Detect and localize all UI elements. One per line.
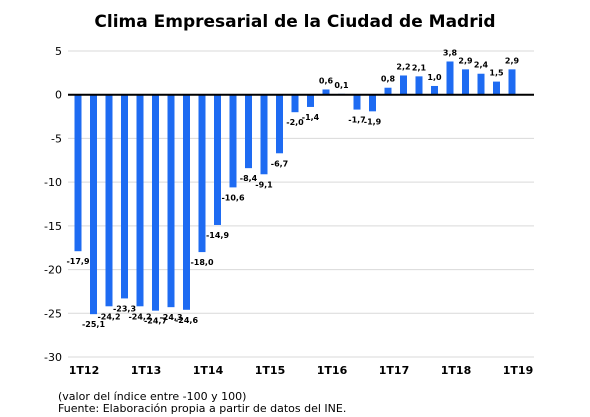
- bar: [353, 94, 361, 110]
- data-label: -14,9: [206, 231, 229, 240]
- data-label: -10,6: [221, 193, 244, 202]
- y-tick-label: 0: [55, 89, 62, 102]
- data-label: -24,3: [159, 313, 182, 322]
- bar: [508, 69, 516, 95]
- bar: [307, 94, 314, 107]
- data-label: 0,1: [334, 81, 349, 90]
- data-label: 2,2: [396, 62, 410, 71]
- bar: [121, 94, 128, 299]
- data-label: -17,9: [66, 257, 89, 266]
- bar: [229, 94, 237, 188]
- bar: [493, 81, 500, 95]
- x-tick-label: 1T17: [379, 364, 409, 377]
- data-label: -24,6: [175, 316, 198, 325]
- data-label: -23,3: [113, 304, 136, 313]
- data-label: -8,4: [240, 174, 258, 183]
- data-label: 3,8: [443, 48, 458, 57]
- bar: [415, 76, 423, 95]
- data-label: -6,7: [271, 159, 289, 168]
- x-tick-label: 1T14: [193, 364, 224, 377]
- bar: [214, 94, 221, 225]
- x-tick-label: 1T16: [317, 364, 348, 377]
- bar: [291, 94, 299, 113]
- data-label: -24,2: [97, 312, 120, 321]
- bar: [152, 94, 159, 311]
- data-label: -2,0: [286, 118, 304, 127]
- data-label: 0,8: [381, 75, 396, 84]
- x-tick-label: 1T13: [131, 364, 161, 377]
- data-label: 1,5: [489, 69, 504, 78]
- bar: [276, 94, 283, 154]
- bar: [260, 94, 268, 175]
- bar: [446, 61, 454, 95]
- bar: [400, 75, 407, 95]
- data-label: -1,7: [348, 116, 366, 125]
- data-label: -1,9: [364, 117, 382, 126]
- data-label: 1,0: [427, 73, 442, 82]
- y-tick-label: 5: [55, 45, 62, 58]
- x-tick-label: 1T18: [441, 364, 471, 377]
- bar: [322, 89, 330, 95]
- data-label: -25,1: [82, 320, 105, 329]
- scale-note: (valor del índice entre -100 y 100): [58, 390, 247, 403]
- bar: [384, 87, 392, 95]
- y-tick-label: -25: [44, 307, 62, 320]
- chart-title: Clima Empresarial de la Ciudad de Madrid: [94, 12, 496, 32]
- y-tick-label: -15: [44, 220, 62, 233]
- source-note: Fuente: Elaboración propia a partir de d…: [58, 402, 347, 415]
- data-label: 2,1: [412, 63, 427, 72]
- x-tick-label: 1T15: [255, 364, 285, 377]
- bar: [105, 94, 113, 307]
- data-label: -9,1: [255, 180, 273, 189]
- y-tick-label: -20: [44, 264, 62, 277]
- data-label: -1,4: [302, 113, 320, 122]
- y-tick-label: -10: [44, 176, 62, 189]
- bar: [136, 94, 144, 307]
- bar: [90, 94, 97, 315]
- data-label: 2,9: [505, 56, 520, 65]
- bar: [167, 94, 175, 308]
- data-label: 2,4: [474, 61, 489, 70]
- x-tick-label: 1T12: [69, 364, 99, 377]
- bar: [183, 94, 190, 310]
- bar: [431, 85, 438, 95]
- bar: [477, 73, 485, 95]
- bar: [74, 94, 82, 252]
- y-tick-label: -5: [51, 132, 62, 145]
- data-label: -24,2: [128, 312, 151, 321]
- bar: [369, 94, 376, 112]
- data-label: -24,7: [144, 317, 167, 326]
- data-label: 0,6: [319, 76, 334, 85]
- data-label: -18,0: [190, 258, 213, 267]
- y-tick-label: -30: [44, 351, 62, 364]
- bar: [462, 69, 469, 95]
- bar: [198, 94, 206, 253]
- data-label: 2,9: [458, 56, 473, 65]
- bar: [245, 94, 252, 169]
- x-tick-label: 1T19: [503, 364, 533, 377]
